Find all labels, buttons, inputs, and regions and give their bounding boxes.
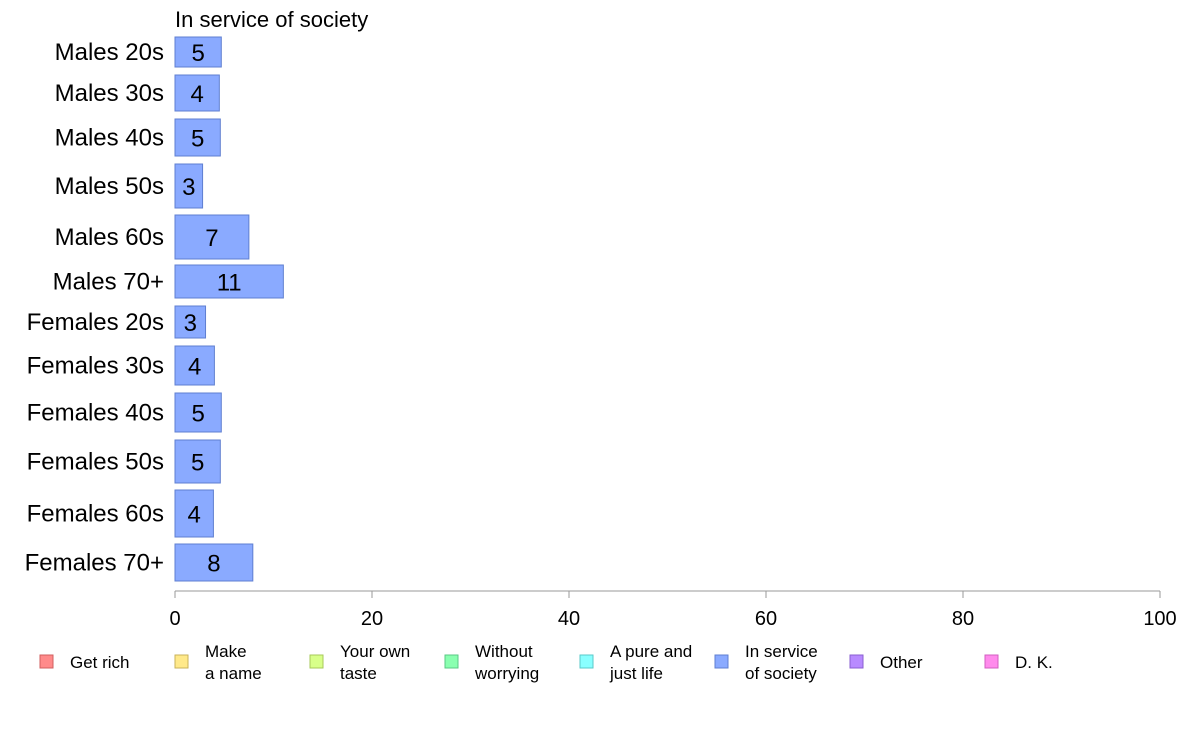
bar [174, 36, 222, 68]
legend-swatch [309, 654, 324, 669]
category-label: Females 60s [27, 501, 164, 528]
bar-value-label: 5 [191, 126, 204, 153]
bar-value-label: 5 [191, 40, 204, 67]
category-label: Females 40s [27, 400, 164, 427]
legend-label: of society [745, 664, 817, 683]
legend: Get rich Make a name Your own taste Without wo… [39, 642, 1053, 683]
legend-swatch [714, 654, 729, 669]
bar-value-label: 3 [182, 174, 195, 201]
bar [174, 305, 207, 339]
legend-swatch [849, 654, 864, 669]
bar [174, 214, 250, 260]
x-tick-label: 20 [361, 608, 383, 630]
legend-swatch [579, 654, 594, 669]
category-label: Females 20s [27, 309, 164, 336]
legend-label: taste [340, 664, 377, 683]
bars-group: Males 20s 5 Males 30s 4 Males 40s 5 Males 50s 3… [25, 36, 284, 582]
legend-swatch [984, 654, 999, 669]
bar-value-label: 11 [217, 270, 242, 297]
bar-value-label: 5 [191, 450, 204, 477]
bar [174, 264, 284, 299]
category-label: Females 50s [27, 449, 164, 476]
bar-value-label: 4 [188, 354, 201, 381]
legend-label: worrying [474, 664, 539, 683]
bar-value-label: 4 [188, 502, 201, 529]
category-label: Females 30s [27, 353, 164, 380]
legend-swatch [39, 654, 54, 669]
bar-value-label: 8 [207, 551, 220, 578]
category-label: Females 70+ [25, 550, 164, 577]
x-tick-label: 80 [952, 608, 974, 630]
legend-label: Make [205, 642, 247, 661]
category-label: Males 30s [55, 80, 164, 107]
x-tick-label: 60 [755, 608, 777, 630]
category-label: Males 70+ [53, 269, 164, 296]
bar [174, 543, 254, 582]
legend-swatch [174, 654, 189, 669]
bar [174, 392, 222, 433]
bar [174, 439, 221, 484]
panel-title: In service of society [175, 7, 368, 32]
legend-label: Get rich [70, 653, 130, 672]
category-label: Males 50s [55, 173, 164, 200]
bar [174, 489, 214, 538]
bar [174, 74, 220, 112]
x-axis: 0 20 40 60 80 100 [169, 590, 1177, 630]
bar [174, 345, 215, 386]
bar [174, 163, 204, 209]
bar-value-label: 7 [205, 225, 218, 252]
legend-label: Your own [340, 642, 410, 661]
category-label: Males 20s [55, 39, 164, 66]
category-label: Males 60s [55, 224, 164, 251]
x-tick-label: 100 [1143, 608, 1176, 630]
legend-label: D. K. [1015, 653, 1053, 672]
legend-label: In service [745, 642, 818, 661]
x-tick-label: 0 [169, 608, 180, 630]
x-tick-label: 40 [558, 608, 580, 630]
legend-label: A pure and [610, 642, 692, 661]
legend-label: just life [609, 664, 663, 683]
legend-swatch [444, 654, 459, 669]
legend-label: Other [880, 653, 923, 672]
bar [174, 118, 221, 157]
legend-label: Without [475, 642, 533, 661]
legend-label: a name [205, 664, 262, 683]
bar-value-label: 3 [184, 310, 197, 337]
category-label: Males 40s [55, 125, 164, 152]
bar-value-label: 4 [190, 81, 203, 108]
bar-value-label: 5 [191, 401, 204, 428]
